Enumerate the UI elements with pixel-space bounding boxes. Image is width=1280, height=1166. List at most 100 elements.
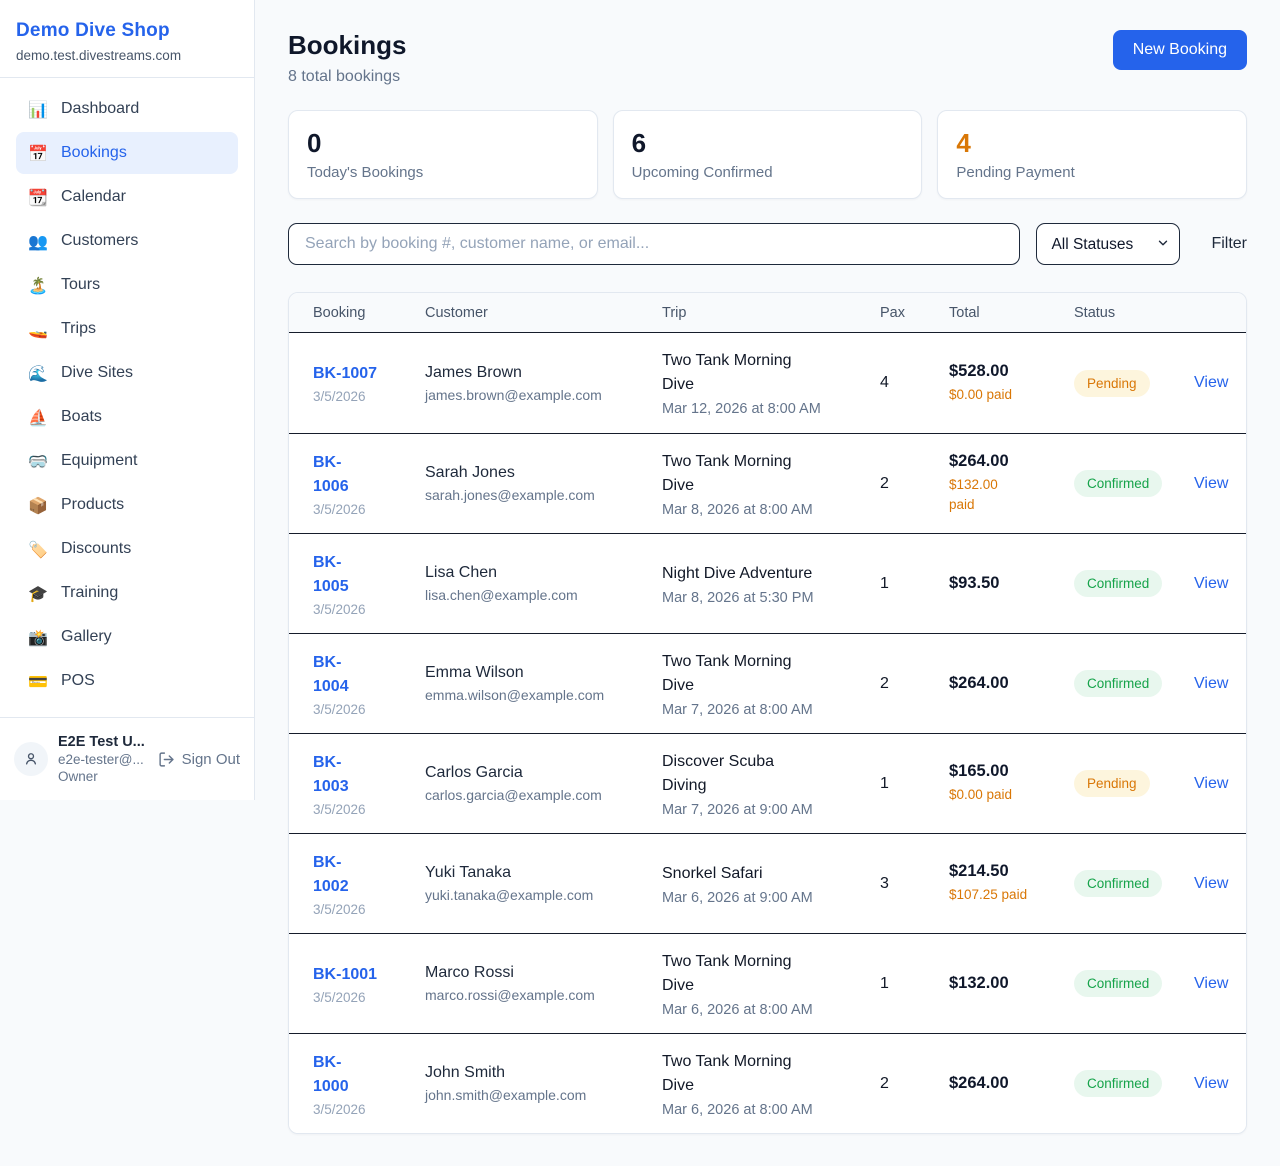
user-role: Owner xyxy=(58,769,98,784)
trip-datetime: Mar 8, 2026 at 5:30 PM xyxy=(662,589,814,606)
table-row: BK-1006 3/5/2026 Sarah Jones sarah.jones… xyxy=(289,433,1246,533)
bookings-icon: 📅 xyxy=(28,143,48,163)
stat-value: 0 xyxy=(307,128,322,158)
booking-id-link[interactable]: BK-1004 xyxy=(313,653,349,695)
trip-name: Snorkel Safari xyxy=(662,864,763,882)
col-booking: Booking xyxy=(313,304,366,321)
stat-card: 0 Today's Bookings xyxy=(288,110,598,199)
view-link[interactable]: View xyxy=(1194,374,1229,391)
sidebar-item-products[interactable]: 📦 Products xyxy=(28,495,125,515)
status-badge: Confirmed xyxy=(1074,670,1163,697)
status-badge: Confirmed xyxy=(1074,570,1163,597)
booking-id-link[interactable]: BK-1000 xyxy=(313,1053,349,1095)
view-link[interactable]: View xyxy=(1194,1074,1229,1092)
trip-name: Two Tank Morning Dive xyxy=(662,652,792,694)
col-total: Total xyxy=(949,304,980,321)
sidebar-item-trips[interactable]: 🚤 Trips xyxy=(28,319,96,339)
sidebar-item-bookings[interactable]: 📅 Bookings xyxy=(16,132,238,174)
customer-email: sarah.jones@example.com xyxy=(425,487,595,503)
customer-email: marco.rossi@example.com xyxy=(425,987,595,1003)
customer-email: james.brown@example.com xyxy=(425,386,602,403)
view-link[interactable]: View xyxy=(1194,774,1229,792)
view-link[interactable]: View xyxy=(1194,974,1229,992)
sidebar-item-customers[interactable]: 👥 Customers xyxy=(28,231,139,251)
pax-count: 3 xyxy=(880,874,889,892)
booking-date: 3/5/2026 xyxy=(313,801,366,817)
booking-id-link[interactable]: BK-1001 xyxy=(313,965,378,983)
sidebar-item-dashboard[interactable]: 📊 Dashboard xyxy=(28,99,140,119)
trip-name: Two Tank Morning Dive xyxy=(662,452,792,494)
pax-count: 1 xyxy=(880,574,889,592)
trip-datetime: Mar 6, 2026 at 9:00 AM xyxy=(662,889,813,906)
view-link[interactable]: View xyxy=(1194,674,1229,692)
booking-id-link[interactable]: BK-1007 xyxy=(313,365,378,382)
sidebar-item-boats[interactable]: ⛵ Boats xyxy=(28,407,102,427)
table-row: BK-1003 3/5/2026 Carlos Garcia carlos.ga… xyxy=(289,733,1246,833)
stat-value: 6 xyxy=(631,128,647,158)
view-link[interactable]: View xyxy=(1194,874,1229,892)
search-input[interactable] xyxy=(288,223,1021,265)
booking-date: 3/5/2026 xyxy=(313,901,366,917)
customer-email: emma.wilson@example.com xyxy=(425,687,605,703)
customer-name: Sarah Jones xyxy=(425,464,515,481)
filter-button[interactable]: Filter xyxy=(1211,235,1247,252)
sidebar-item-tours[interactable]: 🏝️ Tours xyxy=(28,275,101,295)
trip-datetime: Mar 6, 2026 at 8:00 AM xyxy=(662,1101,813,1118)
booking-id-link[interactable]: BK-1002 xyxy=(313,853,349,895)
view-link[interactable]: View xyxy=(1194,474,1229,492)
paid-amount: $0.00 paid xyxy=(949,386,1013,402)
booking-id-link[interactable]: BK-1003 xyxy=(313,753,349,795)
sidebar-item-training[interactable]: 🎓 Training xyxy=(28,583,119,603)
stat-value: 4 xyxy=(956,128,971,158)
sidebar-item-discounts[interactable]: 🏷️ Discounts xyxy=(28,539,132,559)
booking-date: 3/5/2026 xyxy=(313,501,366,517)
status-badge: Confirmed xyxy=(1074,470,1163,497)
trip-datetime: Mar 8, 2026 at 8:00 AM xyxy=(662,501,813,518)
total-amount: $264.00 xyxy=(949,674,1009,692)
booking-date: 3/5/2026 xyxy=(313,701,366,717)
trip-datetime: Mar 12, 2026 at 8:00 AM xyxy=(662,401,821,417)
bookings-table: Booking Customer Trip Pax Total Status B… xyxy=(288,292,1247,1134)
total-amount: $528.00 xyxy=(949,361,1009,380)
sidebar-item-pos[interactable]: 💳 POS xyxy=(28,671,95,691)
sidebar-item-equipment[interactable]: 🥽 Equipment xyxy=(28,451,138,471)
dashboard-icon: 📊 xyxy=(28,99,48,119)
status-badge: Pending xyxy=(1074,770,1150,797)
status-select[interactable]: All Statuses xyxy=(1036,223,1181,265)
customers-icon: 👥 xyxy=(28,231,48,251)
view-link[interactable]: View xyxy=(1194,574,1229,592)
col-pax: Pax xyxy=(880,304,905,321)
status-select-wrap: All Statuses xyxy=(1036,223,1181,265)
trip-datetime: Mar 7, 2026 at 9:00 AM xyxy=(662,801,813,818)
brand: Demo Dive Shop demo.test.divestreams.com xyxy=(0,0,254,78)
products-icon: 📦 xyxy=(28,495,48,515)
page-title: Bookings xyxy=(288,30,407,60)
trip-datetime: Mar 7, 2026 at 8:00 AM xyxy=(662,701,813,718)
table-row: BK-1002 3/5/2026 Yuki Tanaka yuki.tanaka… xyxy=(289,833,1246,933)
status-badge: Confirmed xyxy=(1074,970,1163,997)
booking-id-link[interactable]: BK-1005 xyxy=(313,553,349,595)
user-meta: E2E Test U... e2e-tester@... Owner xyxy=(58,734,148,784)
paid-amount: $0.00 paid xyxy=(949,787,1013,803)
sign-out-label: Sign Out xyxy=(181,750,240,768)
sidebar-item-calendar[interactable]: 📆 Calendar xyxy=(28,187,126,207)
customer-name: Marco Rossi xyxy=(425,964,514,981)
calendar-icon: 📆 xyxy=(28,187,48,207)
stats-row: 0 Today's Bookings 6 Upcoming Confirmed … xyxy=(288,110,1248,199)
booking-id-link[interactable]: BK-1006 xyxy=(313,453,349,495)
pax-count: 4 xyxy=(880,374,889,391)
total-amount: $264.00 xyxy=(949,1074,1009,1092)
sign-out-button[interactable]: Sign Out xyxy=(158,751,240,768)
new-booking-button[interactable]: New Booking xyxy=(1112,30,1247,70)
customer-email: carlos.garcia@example.com xyxy=(425,787,602,803)
customer-email: john.smith@example.com xyxy=(425,1087,587,1103)
tours-icon: 🏝️ xyxy=(28,275,48,295)
sign-out-icon xyxy=(159,751,174,767)
sidebar-item-dive-sites[interactable]: 🌊 Dive Sites xyxy=(28,363,134,383)
sidebar-item-gallery[interactable]: 📸 Gallery xyxy=(28,627,112,647)
stat-label: Today's Bookings xyxy=(307,164,424,181)
status-badge: Pending xyxy=(1074,369,1150,397)
total-amount: $132.00 xyxy=(949,974,1009,992)
paid-amount: $107.25 paid xyxy=(949,887,1028,903)
avatar xyxy=(14,742,48,776)
